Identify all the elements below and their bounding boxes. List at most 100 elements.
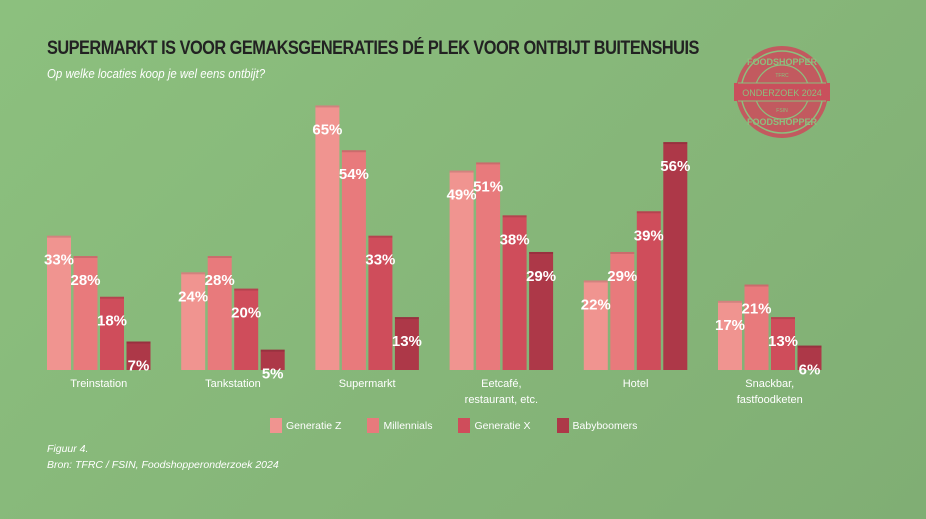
legend-swatch: [270, 418, 282, 433]
data-label: 49%: [447, 187, 477, 204]
bar-top-shade: [341, 150, 366, 153]
bar-millennials: [341, 150, 366, 370]
bar-babyboomers: [663, 142, 688, 370]
data-label: 20%: [231, 305, 261, 322]
category-label: Tankstation: [205, 378, 261, 390]
data-label: 38%: [500, 231, 530, 248]
legend-label: Generatie X: [474, 419, 531, 432]
bar-babyboomers: [260, 349, 285, 370]
foodshopper-stamp-logo: FOODSHOPPER TFRC ONDERZOEK 2024 FSIN FOO…: [734, 46, 830, 138]
legend-item: Generatie X: [458, 418, 531, 433]
bar-top-shade: [47, 235, 71, 238]
data-label: 65%: [312, 121, 342, 138]
category-label: fastfoodketen: [737, 394, 803, 406]
category-label: Supermarkt: [339, 378, 396, 390]
bar-top-shade: [476, 162, 501, 165]
category-label: Snackbar,: [745, 378, 794, 390]
figure-label: Figuur 4.: [47, 443, 89, 455]
data-label: 56%: [660, 158, 690, 175]
bar-top-shade: [663, 142, 688, 145]
data-label: 28%: [205, 272, 235, 289]
bar-top-shade: [744, 284, 769, 287]
bar-top-shade: [100, 296, 124, 299]
bar-generatie-x: [771, 317, 795, 370]
bar-generatie-x: [502, 215, 527, 370]
bar-generatie-x: [368, 235, 393, 370]
bar-generatie-x: [234, 288, 259, 370]
bar-millennials: [476, 162, 501, 370]
bar-top-shade: [234, 288, 259, 291]
bar-top-shade: [394, 317, 419, 320]
bar-top-shade: [260, 349, 285, 352]
bar-top-shade: [315, 105, 340, 108]
bar-top-shade: [529, 251, 554, 254]
category-label: Hotel: [623, 378, 649, 390]
data-label: 18%: [97, 313, 127, 330]
legend-swatch: [458, 418, 471, 433]
data-label: 6%: [799, 362, 821, 379]
data-label: 54%: [339, 166, 369, 183]
legend-item: Millennials: [367, 418, 432, 433]
legend-item: Generatie Z: [270, 418, 341, 433]
legend-label: Babyboomers: [572, 419, 638, 432]
legend-label: Generatie Z: [286, 419, 342, 432]
stamp-bottom-text: FOODSHOPPER: [747, 117, 818, 127]
data-label: 13%: [392, 333, 422, 350]
bar-babyboomers: [797, 345, 822, 370]
bar-top-shade: [718, 300, 742, 303]
bar-top-shade: [771, 317, 795, 320]
bar-top-shade: [583, 280, 608, 283]
bar-millennials: [207, 256, 232, 370]
bar-babyboomers: [126, 341, 151, 370]
category-label: Treinstation: [70, 378, 127, 390]
bar-top-shade: [636, 211, 661, 214]
data-label: 33%: [365, 252, 395, 269]
bar-generatie-z: [449, 170, 474, 370]
stamp-small-top-text: TFRC: [775, 73, 789, 79]
bar-generatie-z: [181, 272, 206, 370]
stamp-small-bottom-text: FSIN: [776, 108, 788, 114]
bar-top-shade: [207, 256, 232, 259]
category-label: restaurant, etc.: [465, 394, 538, 406]
bar-millennials: [744, 284, 769, 370]
bar-generatie-z: [583, 280, 608, 370]
data-label: 28%: [70, 272, 100, 289]
category-label: Eetcafé,: [481, 378, 521, 390]
bar-generatie-z: [47, 235, 71, 370]
bar-top-shade: [610, 251, 635, 254]
bar-generatie-z: [718, 300, 742, 370]
data-label: 24%: [178, 288, 208, 305]
data-label: 21%: [741, 301, 771, 318]
bar-millennials: [73, 256, 98, 370]
bar-generatie-z: [315, 105, 340, 370]
legend: Generatie Z Millennials Generatie X Babyboo…: [270, 418, 651, 433]
bar-top-shade: [368, 235, 393, 238]
legend-item: Babyboomers: [556, 418, 638, 433]
legend-swatch: [556, 418, 569, 433]
footer: Figuur 4. Bron: TFRC / FSIN, Foodshopper…: [47, 441, 279, 473]
bar-millennials: [610, 251, 635, 370]
data-label: 29%: [526, 268, 556, 285]
data-label: 13%: [768, 333, 798, 350]
bar-generatie-x: [100, 296, 124, 370]
legend-label: Millennials: [383, 419, 433, 432]
bar-top-shade: [126, 341, 151, 344]
data-label: 29%: [607, 268, 637, 285]
legend-swatch: [367, 418, 380, 433]
data-label: 7%: [128, 358, 150, 375]
data-label: 33%: [44, 252, 74, 269]
data-label: 51%: [473, 178, 503, 195]
bar-top-shade: [502, 215, 527, 218]
data-label: 5%: [262, 366, 284, 383]
data-label: 22%: [581, 296, 611, 313]
bar-babyboomers: [394, 317, 419, 370]
stamp-top-text: FOODSHOPPER: [747, 57, 818, 67]
bar-generatie-x: [636, 211, 661, 370]
data-label: 39%: [634, 227, 664, 244]
bar-top-shade: [181, 272, 206, 275]
bar-top-shade: [797, 345, 822, 348]
chart-title: SUPERMARKT IS VOOR GEMAKSGENERATIES DÉ P…: [47, 38, 699, 59]
stamp-middle-text: ONDERZOEK 2024: [742, 88, 822, 98]
data-label: 17%: [715, 317, 745, 334]
